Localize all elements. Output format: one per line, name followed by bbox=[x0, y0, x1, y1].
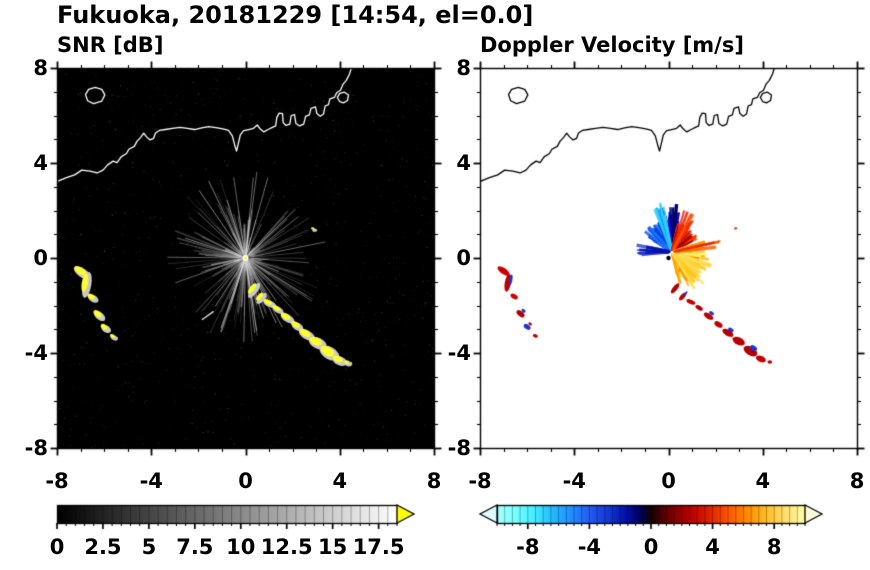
doppler-panel-title: Doppler Velocity [m/s] bbox=[480, 33, 744, 57]
snr-panel-title: SNR [dB] bbox=[57, 33, 164, 57]
figure-title: Fukuoka, 20181229 [14:54, el=0.0] bbox=[57, 1, 534, 29]
